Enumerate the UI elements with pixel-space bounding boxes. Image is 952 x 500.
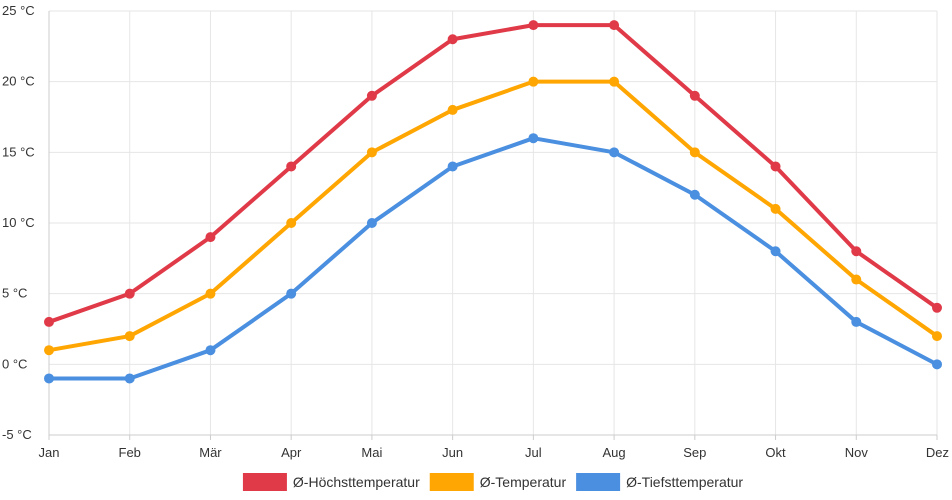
y-tick-label: 5 °C: [2, 286, 27, 301]
data-point[interactable]: [689, 90, 700, 101]
y-tick-label: 0 °C: [2, 356, 27, 371]
data-point[interactable]: [205, 232, 216, 243]
x-tick-label: Sep: [683, 445, 706, 460]
legend-label: Ø-Tiefsttemperatur: [626, 474, 743, 490]
x-tick-label: Jun: [442, 445, 463, 460]
data-point[interactable]: [770, 161, 781, 172]
data-point[interactable]: [689, 147, 700, 158]
x-tick-label: Mär: [199, 445, 222, 460]
data-point[interactable]: [932, 359, 942, 370]
data-point[interactable]: [528, 133, 539, 144]
x-tick-label: Apr: [281, 445, 302, 460]
legend-item[interactable]: Ø-Tiefsttemperatur: [576, 473, 743, 491]
legend-label: Ø-Temperatur: [480, 474, 567, 490]
data-point[interactable]: [689, 189, 700, 200]
series-line: [47, 23, 939, 324]
data-point[interactable]: [286, 218, 297, 228]
series-line: [47, 136, 939, 381]
data-point[interactable]: [932, 302, 942, 313]
data-point[interactable]: [124, 331, 135, 342]
legend-swatch: [576, 473, 621, 491]
data-point[interactable]: [528, 20, 539, 31]
data-point[interactable]: [528, 76, 539, 87]
data-point[interactable]: [447, 34, 458, 45]
x-tick-label: Dez: [926, 445, 949, 460]
data-point[interactable]: [609, 76, 620, 87]
data-point[interactable]: [609, 20, 620, 31]
legend-swatch: [429, 473, 474, 491]
y-tick-label: -5 °C: [2, 427, 32, 442]
x-tick-label: Okt: [765, 445, 786, 460]
series-1: [44, 20, 942, 327]
legend-swatch: [242, 473, 287, 491]
x-axis-tick-labels: Jan Feb Mär Apr Mai Jun Jul Aug Sep Okt Nov Dez: [39, 445, 949, 460]
data-point[interactable]: [447, 161, 458, 172]
data-point[interactable]: [851, 316, 862, 327]
data-point[interactable]: [44, 316, 54, 327]
grid-lines: [48, 10, 938, 440]
data-point[interactable]: [366, 147, 377, 158]
data-point[interactable]: [205, 288, 216, 299]
x-tick-label: Jan: [39, 445, 60, 460]
y-tick-label: 20 °C: [2, 74, 35, 89]
data-point[interactable]: [286, 161, 297, 172]
data-point[interactable]: [205, 345, 216, 356]
x-tick-label: Nov: [845, 445, 869, 460]
y-axis-tick-labels: -5 °C 0 °C 5 °C 10 °C 15 °C 20 °C 25 °C: [2, 3, 35, 442]
data-point[interactable]: [770, 203, 781, 214]
series-2: [44, 76, 942, 356]
y-tick-label: 25 °C: [2, 3, 35, 18]
x-tick-label: Aug: [603, 445, 626, 460]
series-line: [47, 79, 939, 353]
data-point[interactable]: [366, 90, 377, 101]
x-tick-label: Mai: [361, 445, 382, 460]
data-point[interactable]: [124, 373, 135, 384]
x-tick-label: Jul: [525, 445, 542, 460]
legend[interactable]: Ø-Höchsttemperatur Ø-Temperatur Ø-Tiefstte…: [242, 473, 743, 491]
legend-item[interactable]: Ø-Höchsttemperatur: [242, 473, 420, 491]
x-tick-label: Feb: [119, 445, 141, 460]
data-point[interactable]: [851, 274, 862, 285]
data-point[interactable]: [932, 331, 942, 342]
data-point[interactable]: [609, 147, 620, 158]
y-tick-label: 10 °C: [2, 215, 35, 230]
series-3: [44, 133, 942, 384]
legend-item[interactable]: Ø-Temperatur: [429, 473, 567, 491]
y-tick-label: 15 °C: [2, 144, 35, 159]
data-point[interactable]: [44, 373, 54, 384]
data-point[interactable]: [286, 288, 297, 299]
series-lines: [44, 20, 942, 384]
data-point[interactable]: [447, 104, 458, 115]
data-point[interactable]: [770, 246, 781, 257]
legend-label: Ø-Höchsttemperatur: [293, 474, 420, 490]
data-point[interactable]: [851, 246, 862, 257]
data-point[interactable]: [124, 288, 135, 299]
data-point[interactable]: [366, 218, 377, 228]
data-point[interactable]: [44, 345, 54, 356]
